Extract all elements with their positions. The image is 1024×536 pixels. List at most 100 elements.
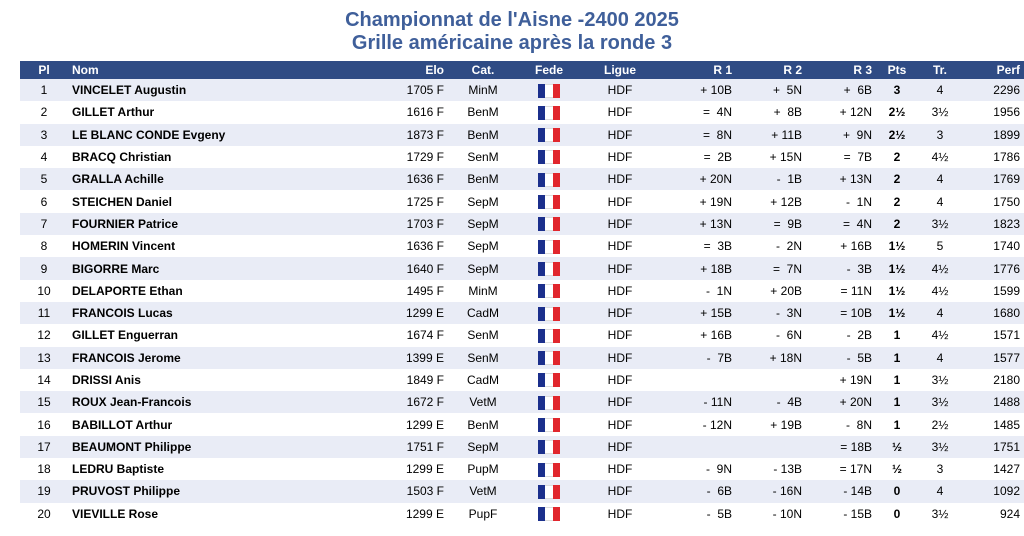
cell-points: 2	[893, 172, 901, 187]
cell-round-3: - 1N	[845, 194, 872, 209]
page-title: Championnat de l'Aisne -2400 2025	[345, 9, 679, 31]
france-flag-icon	[538, 351, 560, 366]
cell-round-2: + 19B	[770, 417, 802, 432]
cell-tiebreak: 3	[936, 127, 944, 142]
cell-name: FRANCOIS Lucas	[72, 306, 173, 321]
cell-round-3: - 14B	[843, 484, 872, 499]
cell-points: 1	[893, 350, 901, 365]
cell-ligue: HDF	[607, 261, 633, 276]
col-header-elo: Elo	[368, 61, 448, 79]
cell-round-3: - 8N	[845, 417, 872, 432]
cell-tiebreak: 4	[936, 83, 944, 98]
col-header-pl: Pl	[20, 61, 68, 79]
cell-ligue: HDF	[607, 150, 633, 165]
cell-round-3: + 12N	[839, 105, 872, 120]
cell-tiebreak: 4	[936, 306, 944, 321]
cell-elo: 1751 F	[406, 439, 444, 454]
cell-tiebreak: 3½	[931, 395, 949, 410]
cell-round-3: - 3B	[846, 261, 872, 276]
cell-elo: 1725 F	[406, 194, 444, 209]
col-header-ligue: Ligue	[580, 61, 660, 79]
cell-ligue: HDF	[607, 462, 633, 477]
table-row: 16 BABILLOT Arthur 1299 E BenM HDF - 12N + 19B…	[20, 413, 1024, 435]
cell-points: 0	[893, 506, 901, 521]
cell-place: 11	[37, 306, 51, 321]
cell-round-3: + 9N	[842, 127, 872, 142]
cell-tiebreak: 4	[936, 484, 944, 499]
cell-round-2: + 11B	[771, 127, 802, 142]
cell-performance: 1751	[993, 439, 1020, 454]
cell-ligue: HDF	[607, 395, 633, 410]
cell-category: VetM	[469, 484, 497, 499]
cell-tiebreak: 4	[936, 172, 944, 187]
cell-round-1: + 13N	[699, 216, 732, 231]
cell-category: SepM	[467, 439, 499, 454]
cell-elo: 1674 F	[406, 328, 444, 343]
cell-category: BenM	[467, 417, 499, 432]
cell-fede	[518, 458, 580, 480]
col-header-r3: R 3	[806, 61, 876, 79]
france-flag-icon	[538, 507, 560, 522]
cell-fede	[518, 168, 580, 190]
cell-tiebreak: 4½	[931, 150, 949, 165]
cell-category: VetM	[469, 395, 497, 410]
cell-round-3: = 18B	[840, 439, 872, 454]
cell-round-1: - 5B	[706, 506, 732, 521]
cell-place: 9	[40, 261, 48, 276]
cell-elo: 1729 F	[406, 150, 444, 165]
cell-performance: 1776	[993, 261, 1020, 276]
france-flag-icon	[538, 217, 560, 232]
cell-tiebreak: 3½	[931, 373, 949, 387]
cell-fede	[518, 101, 580, 123]
cell-fede	[518, 302, 580, 324]
cell-fede	[518, 413, 580, 435]
cell-round-3: = 17N	[839, 462, 872, 477]
cell-performance: 2180	[993, 373, 1020, 387]
cell-category: SepM	[467, 216, 499, 231]
france-flag-icon	[538, 395, 560, 410]
table-row: 6 STEICHEN Daniel 1725 F SepM HDF + 19N + 12B -…	[20, 190, 1024, 212]
cell-place: 6	[40, 194, 48, 209]
cell-name: LEDRU Baptiste	[72, 462, 165, 477]
cell-round-1: = 4N	[702, 105, 732, 120]
cell-fede	[518, 124, 580, 146]
cell-performance: 1488	[993, 395, 1020, 410]
cell-points: 1	[893, 417, 901, 432]
cell-name: GILLET Arthur	[72, 105, 155, 120]
cell-ligue: HDF	[607, 216, 633, 231]
cell-place: 8	[40, 239, 48, 254]
cell-round-1: + 15B	[700, 306, 732, 321]
cell-round-2: - 10N	[772, 506, 802, 521]
cell-elo: 1703 F	[406, 216, 444, 231]
cell-place: 3	[40, 127, 48, 142]
cell-category: SenM	[467, 350, 499, 365]
cell-category: CadM	[466, 306, 499, 321]
cell-round-1: = 2B	[703, 150, 732, 165]
cell-points: 2	[893, 150, 901, 165]
table-row: 5 GRALLA Achille 1636 F BenM HDF + 20N - 1B + 1…	[20, 168, 1024, 191]
cell-category: SepM	[467, 194, 499, 209]
france-flag-icon	[538, 328, 560, 343]
cell-category: SenM	[467, 150, 499, 165]
cell-fede	[518, 280, 580, 302]
cell-points: 2	[893, 194, 901, 209]
cell-performance: 2296	[993, 83, 1020, 98]
cell-ligue: HDF	[607, 172, 633, 187]
cell-round-3: - 15B	[843, 506, 872, 521]
standings-table: Pl Nom Elo Cat. Fede Ligue R 1 R 2 R 3 P…	[20, 61, 1024, 525]
cell-round-1: - 6B	[706, 484, 732, 499]
cell-round-1: + 20N	[699, 172, 732, 187]
cell-performance: 1750	[993, 194, 1020, 209]
cell-name: DELAPORTE Ethan	[72, 283, 183, 298]
cell-points: 0	[893, 484, 901, 499]
cell-points: 1½	[888, 306, 906, 321]
france-flag-icon	[538, 128, 560, 143]
cell-name: FOURNIER Patrice	[72, 216, 179, 231]
cell-round-1: + 16B	[700, 328, 732, 343]
cell-name: PRUVOST Philippe	[72, 484, 181, 499]
cell-round-1	[660, 369, 736, 391]
cell-category: MinM	[468, 83, 498, 98]
page-header: Championnat de l'Aisne -2400 2025 Grille…	[0, 0, 1024, 55]
cell-points: 2	[893, 216, 901, 231]
col-header-r1: R 1	[660, 61, 736, 79]
